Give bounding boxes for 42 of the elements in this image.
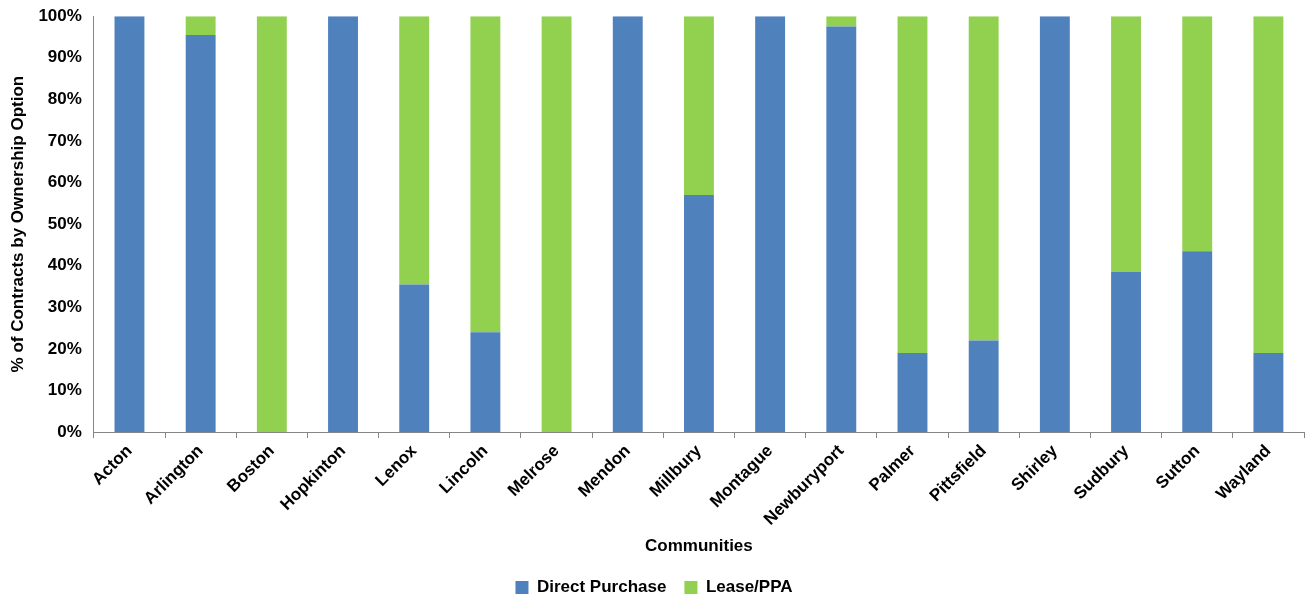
bar [1182,251,1213,433]
y-tick-label: 10% [47,380,82,400]
bar [683,16,714,196]
bar [1253,16,1284,354]
bar [185,16,216,35]
bar [897,16,928,354]
bar [968,340,999,433]
bar [1039,16,1070,433]
y-tick-label: 80% [47,89,82,109]
bar [683,195,714,433]
y-tick-label: 70% [47,130,82,150]
bar [1182,16,1213,252]
legend-label: Lease/PPA [705,577,793,597]
bar [541,16,572,433]
x-axis-title: Communities [645,536,753,556]
y-tick-label: 90% [47,47,82,67]
bar [470,16,501,333]
bar [1111,271,1141,433]
bar [826,16,857,27]
bar [256,16,287,433]
y-tick-label: 50% [47,213,82,233]
bar [1253,353,1284,433]
bar [755,16,786,433]
legend-label: Direct Purchase [536,577,667,597]
bar [612,16,643,433]
bar [470,332,501,433]
y-axis-title: % of Contracts by Ownership Option [7,75,27,373]
y-tick-label: 30% [47,296,82,316]
bar [399,284,430,433]
y-tick-label: 40% [47,255,82,275]
y-tick-label: 60% [47,172,82,192]
bar [1111,16,1141,272]
bar [185,34,216,433]
bar [399,16,430,285]
y-tick-label: 0% [57,421,82,441]
bar [897,353,928,433]
bar [826,26,857,433]
y-tick-label: 20% [47,338,82,358]
y-tick-label: 100% [38,5,82,25]
bar [114,16,145,433]
bar [328,16,358,433]
bar [968,16,999,341]
